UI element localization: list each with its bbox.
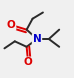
Text: N: N [33,34,41,44]
Text: O: O [7,20,15,30]
Text: O: O [24,57,32,67]
